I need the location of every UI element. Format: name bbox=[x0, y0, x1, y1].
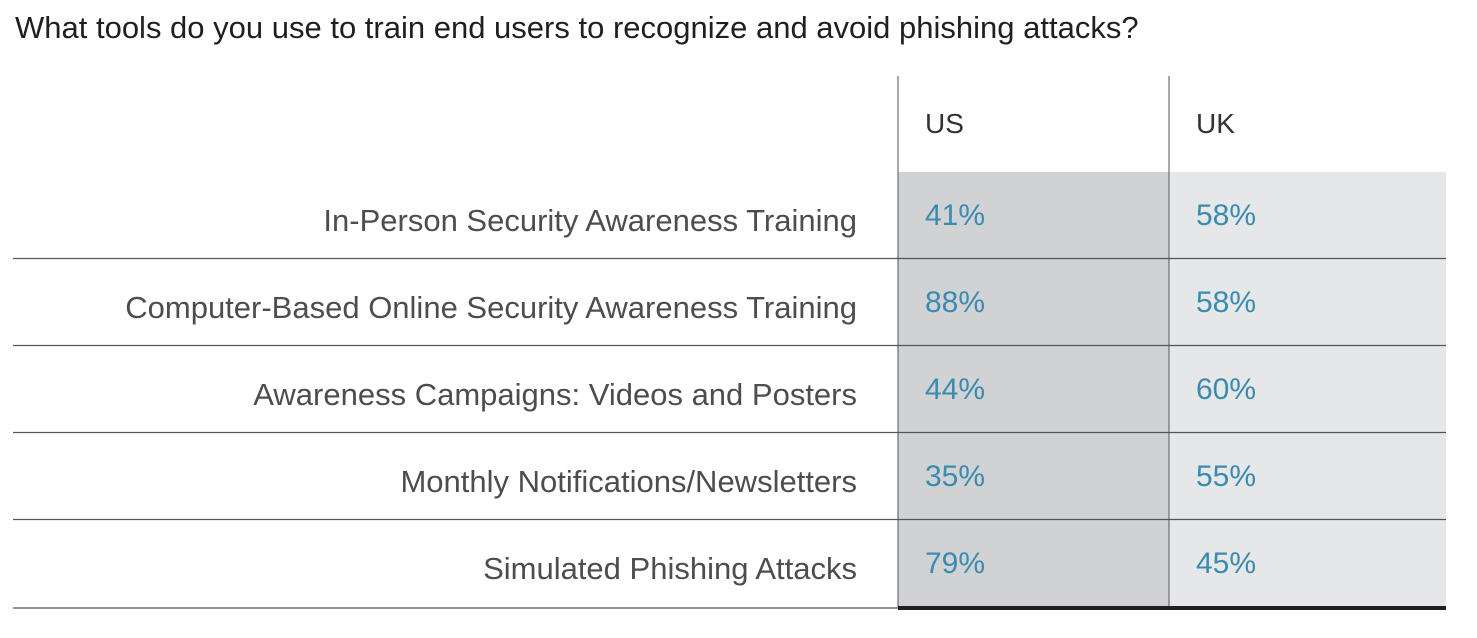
column-fill-us bbox=[898, 172, 1169, 607]
cell-value-us: 44% bbox=[925, 373, 985, 406]
column-header-us: US bbox=[925, 108, 964, 139]
cell-value-uk: 60% bbox=[1196, 373, 1256, 406]
row-label: In-Person Security Awareness Training bbox=[323, 203, 857, 238]
cell-value-uk: 58% bbox=[1196, 199, 1256, 232]
column-header-uk: UK bbox=[1196, 108, 1235, 139]
cell-value-uk: 58% bbox=[1196, 286, 1256, 319]
column-fill-uk bbox=[1169, 172, 1446, 607]
row-label: Simulated Phishing Attacks bbox=[483, 551, 857, 586]
chart-title: What tools do you use to train end users… bbox=[15, 10, 1139, 45]
cell-value-us: 88% bbox=[925, 286, 985, 319]
cell-value-us: 41% bbox=[925, 199, 985, 232]
cell-value-uk: 45% bbox=[1196, 547, 1256, 580]
bottom-rule-values bbox=[898, 606, 1446, 610]
cell-value-us: 35% bbox=[925, 460, 985, 493]
row-label: Computer-Based Online Security Awareness… bbox=[125, 290, 857, 325]
cell-value-uk: 55% bbox=[1196, 460, 1256, 493]
cell-value-us: 79% bbox=[925, 547, 985, 580]
row-label: Awareness Campaigns: Videos and Posters bbox=[253, 377, 857, 412]
row-label: Monthly Notifications/Newsletters bbox=[400, 464, 857, 499]
